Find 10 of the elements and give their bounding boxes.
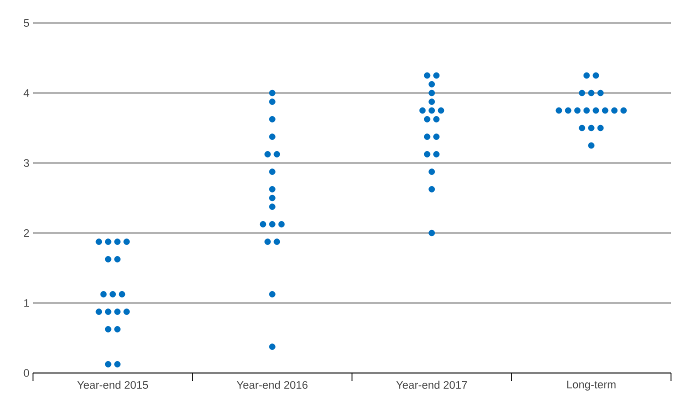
y-tick-label: 2 [24,229,29,237]
y-tick-label: 0 [24,369,30,377]
y-tick-label: 4 [24,89,30,97]
x-tick-label: Long-term [567,380,616,391]
y-tick-label: 3 [24,159,29,167]
x-tick-label: Year-end 2017 [396,380,467,389]
x-tick-label: Year-end 2016 [236,380,308,389]
y-tick-label: 1 [24,299,29,307]
x-tick-label: Year-end 2015 [77,380,148,389]
y-tick-label: 5 [24,19,30,27]
